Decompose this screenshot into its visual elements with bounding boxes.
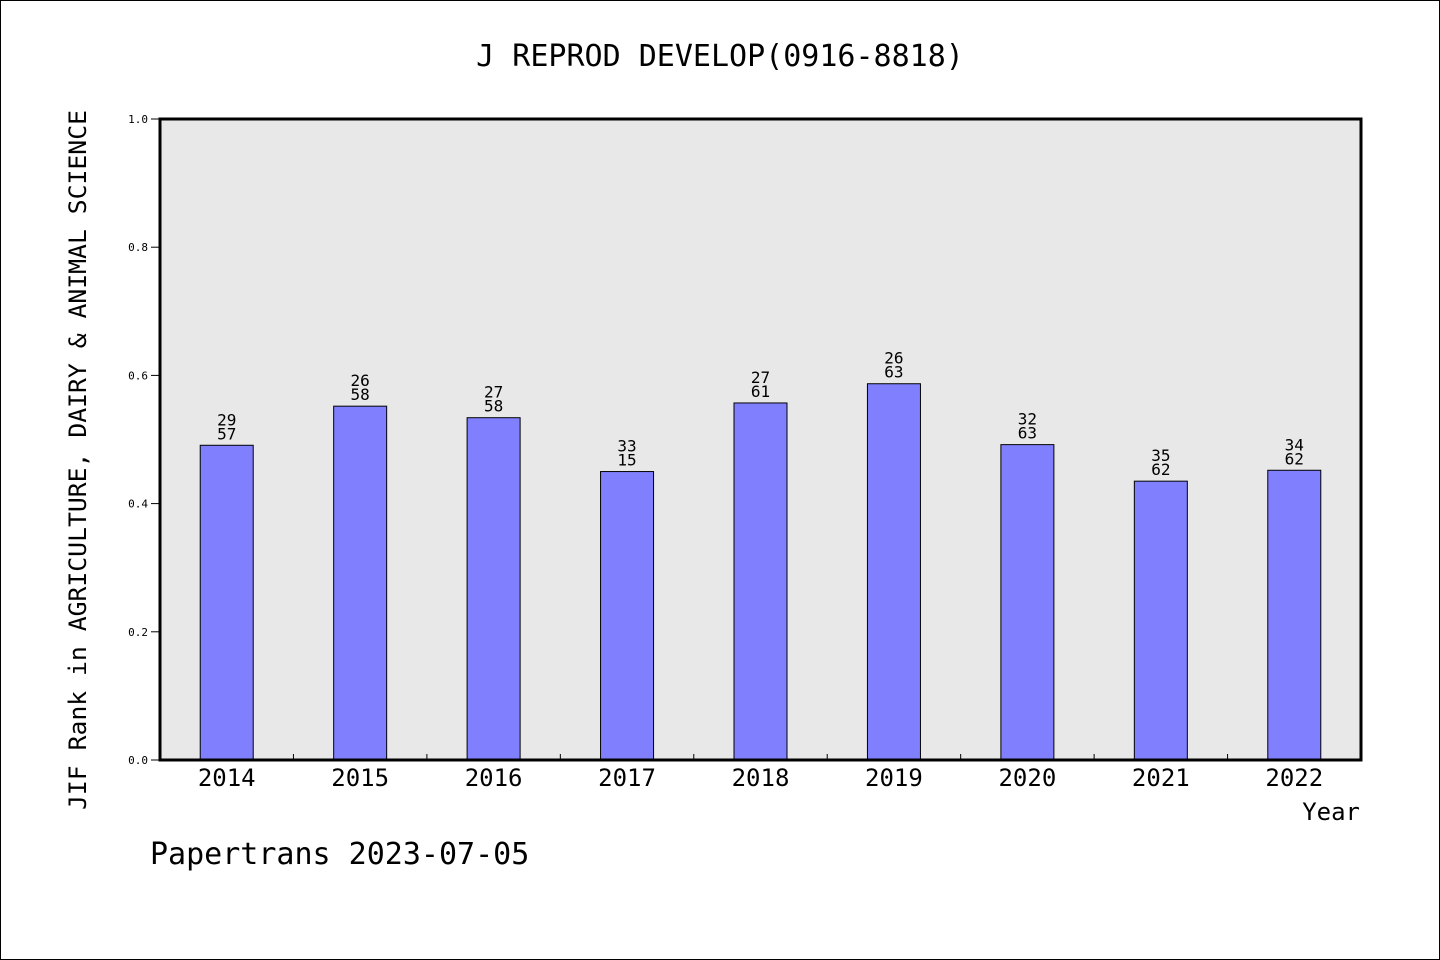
x-tick-label: 2016	[465, 764, 523, 792]
x-tick-label: 2020	[998, 764, 1056, 792]
bar-label-rank: 29	[217, 410, 236, 429]
bar-label-rank: 27	[751, 368, 770, 387]
x-tick-label: 2019	[865, 764, 923, 792]
y-axis-title: JIF Rank in AGRICULTURE, DAIRY & ANIMAL …	[64, 110, 92, 810]
bar-2021	[1133, 480, 1188, 761]
bar-label-total: 57	[217, 424, 236, 443]
bar-2017	[600, 471, 655, 761]
bar-label-total: 63	[1018, 424, 1037, 443]
x-tick-label: 2022	[1265, 764, 1323, 792]
bar-label-total: 58	[351, 385, 370, 404]
y-tick-label: 0.6	[128, 369, 148, 382]
bar-label-rank: 26	[351, 371, 370, 390]
bar-label-rank: 32	[1018, 410, 1037, 429]
bar-label-rank: 27	[484, 383, 503, 402]
chart-title: J REPROD DEVELOP(0916-8818)	[476, 39, 964, 74]
x-tick-label: 2015	[331, 764, 389, 792]
bar-label-total: 58	[484, 397, 503, 416]
bar-label-total: 62	[1285, 449, 1304, 468]
bar-label-rank: 34	[1285, 435, 1304, 454]
bar-2014	[199, 444, 254, 761]
x-tick-label: 2021	[1132, 764, 1190, 792]
bar-series	[199, 383, 1322, 761]
footer-text: Papertrans 2023-07-05	[150, 837, 529, 872]
bar-label-total: 62	[1151, 460, 1170, 479]
bar-2020	[1000, 444, 1055, 761]
bar-2018	[733, 402, 788, 761]
y-axis-ticks: 0.0 0.2 0.4 0.6 0.8 1.0	[128, 113, 160, 767]
bar-label-rank: 35	[1151, 446, 1170, 465]
bar-2019	[866, 383, 921, 761]
bar-label-total: 15	[617, 451, 636, 470]
x-axis-title: Year	[1302, 798, 1360, 826]
y-tick-label: 0.2	[128, 626, 148, 639]
bar-label-total: 61	[751, 382, 770, 401]
x-tick-label: 2017	[598, 764, 656, 792]
y-tick-label: 0.4	[128, 498, 148, 511]
y-tick-label: 1.0	[128, 113, 148, 126]
bar-2016	[466, 417, 521, 761]
x-axis-ticks: 2014 2015 2016 2017 2018 2019 2020 2021 2022	[198, 754, 1323, 792]
bar-2015	[333, 405, 388, 761]
plot-frame	[158, 117, 1363, 762]
y-tick-label: 0.0	[128, 754, 148, 767]
y-tick-label: 0.8	[128, 241, 148, 254]
x-tick-label: 2014	[198, 764, 256, 792]
bar-label-rank: 26	[884, 349, 903, 368]
x-tick-label: 2018	[732, 764, 790, 792]
bar-label-rank: 33	[617, 437, 636, 456]
bar-2022	[1267, 469, 1322, 761]
bar-label-total: 63	[884, 363, 903, 382]
